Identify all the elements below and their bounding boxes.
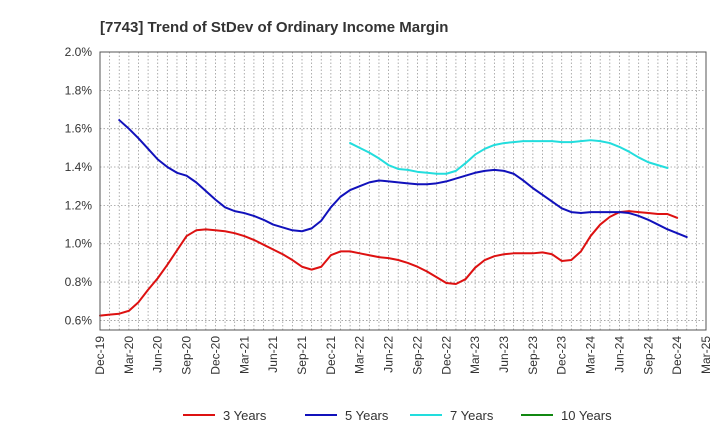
x-tick-label: Sep-22 xyxy=(410,336,424,375)
legend-label: 7 Years xyxy=(450,408,494,423)
plot-area xyxy=(99,51,707,331)
x-tick-label: Sep-21 xyxy=(295,336,309,375)
x-tick-label: Jun-21 xyxy=(266,336,280,373)
x-tick-label: Mar-23 xyxy=(468,336,482,374)
y-axis-ticks: 0.6% 0.8% 1.0% 1.2% 1.4% 1.6% 1.8% 2.0% xyxy=(65,45,93,327)
legend-label: 10 Years xyxy=(561,408,612,423)
series-line-3-years xyxy=(99,210,679,317)
legend-label: 5 Years xyxy=(345,408,389,423)
x-axis-ticks: Dec-19 Mar-20 Jun-20 Sep-20 Dec-20 Mar-21 Jun-… xyxy=(93,336,713,375)
y-tick-label: 2.0% xyxy=(65,45,93,59)
x-tick-label: Dec-21 xyxy=(324,336,338,375)
y-tick-label: 1.2% xyxy=(65,198,93,212)
x-tick-label: Mar-21 xyxy=(237,336,251,374)
plot-background xyxy=(100,52,706,330)
x-tick-label: Dec-23 xyxy=(555,336,569,375)
x-tick-label: Jun-22 xyxy=(382,336,396,373)
y-tick-label: 0.8% xyxy=(65,275,93,289)
x-tick-label: Mar-24 xyxy=(584,336,598,374)
y-tick-label: 0.6% xyxy=(65,313,93,327)
x-tick-label: Sep-24 xyxy=(641,336,655,375)
x-tick-label: Jun-23 xyxy=(497,336,511,373)
legend: 3 Years 5 Years 7 Years 10 Years xyxy=(183,408,612,423)
y-tick-label: 1.8% xyxy=(65,83,93,97)
y-tick-label: 1.6% xyxy=(65,122,93,136)
x-tick-label: Dec-24 xyxy=(670,336,684,375)
y-tick-label: 1.4% xyxy=(65,160,93,174)
series-group xyxy=(99,119,688,317)
x-tick-label: Dec-19 xyxy=(93,336,107,375)
series-line-7-years xyxy=(349,139,669,175)
series-line-5-years xyxy=(118,119,688,239)
plot-frame xyxy=(99,51,707,331)
x-tick-label: Jun-20 xyxy=(151,336,165,373)
chart-title: [7743] Trend of StDev of Ordinary Income… xyxy=(100,19,448,36)
x-tick-label: Mar-22 xyxy=(353,336,367,374)
x-tick-label: Dec-22 xyxy=(439,336,453,375)
x-tick-label: Sep-23 xyxy=(526,336,540,375)
x-tick-label: Jun-24 xyxy=(612,336,626,373)
x-tick-label: Mar-25 xyxy=(699,336,713,374)
legend-label: 3 Years xyxy=(223,408,267,423)
x-tick-label: Dec-20 xyxy=(208,336,222,375)
y-tick-label: 1.0% xyxy=(65,237,93,251)
x-tick-label: Mar-20 xyxy=(122,336,136,374)
x-tick-label: Sep-20 xyxy=(180,336,194,375)
